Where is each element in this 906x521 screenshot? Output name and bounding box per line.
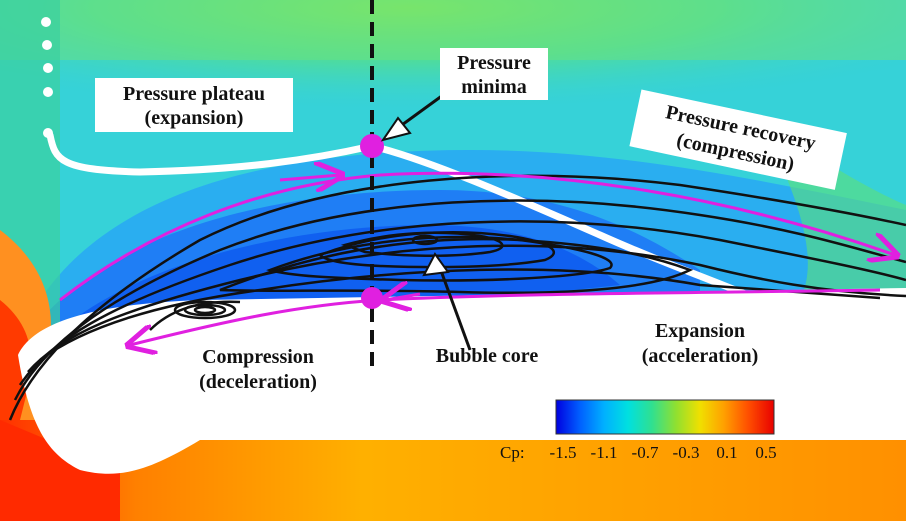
annotation-bubble-core: Bubble core [436, 345, 539, 367]
colorbar-label: Cp: [500, 443, 525, 462]
pressure-plateau-line2: (expansion) [145, 107, 244, 129]
surface-cp-dots [41, 17, 53, 385]
bubble-marker [361, 287, 383, 309]
colorbar-tick: -0.7 [632, 443, 659, 462]
compression-line1: Compression [202, 346, 314, 368]
cp-colorbar: Cp: -1.5 -1.1 -0.7 -0.3 0.1 0.5 [500, 399, 777, 462]
pressure-minima-line1: Pressure [457, 52, 531, 74]
colorbar-tick: -1.5 [550, 443, 577, 462]
annotation-compression: Compression (deceleration) [199, 346, 317, 393]
annotation-expansion: Expansion (acceleration) [642, 320, 759, 367]
annotation-pressure-minima: Pressure minima [440, 48, 548, 100]
pressure-plateau-line1: Pressure plateau [123, 83, 265, 105]
annotation-pressure-plateau: Pressure plateau (expansion) [95, 78, 293, 132]
pressure-minima-marker [360, 134, 384, 158]
bubble-core-label: Bubble core [436, 345, 539, 367]
colorbar-tick: 0.5 [755, 443, 776, 462]
colorbar-tick: -0.3 [673, 443, 700, 462]
expansion-line1: Expansion [655, 320, 745, 342]
compression-line2: (deceleration) [199, 371, 317, 393]
streamlines [8, 174, 906, 421]
colorbar-tick: 0.1 [716, 443, 737, 462]
expansion-line2: (acceleration) [642, 345, 759, 367]
magenta-flow-arrows [59, 173, 895, 345]
pressure-minima-line2: minima [461, 76, 527, 98]
colorbar-tick: -1.1 [591, 443, 618, 462]
